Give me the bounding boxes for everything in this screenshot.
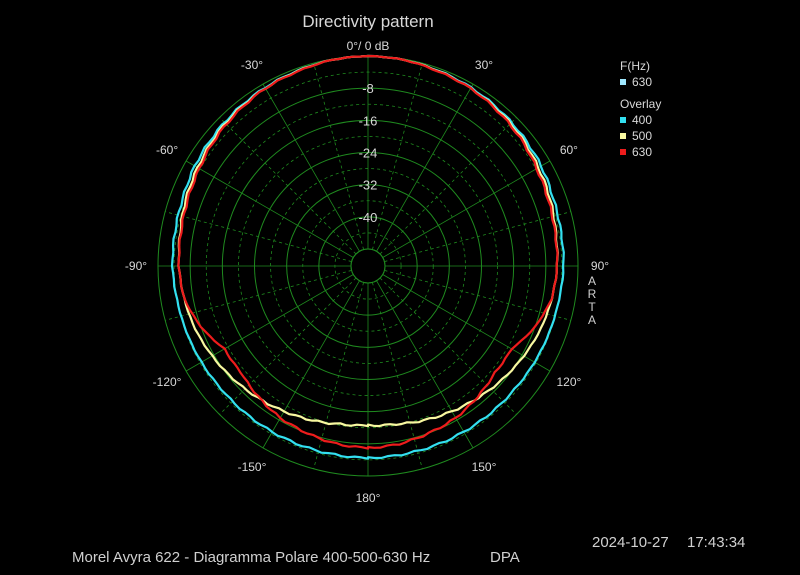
angle-label: 150° xyxy=(472,460,497,474)
grid-spoke xyxy=(372,63,423,250)
grid-spoke xyxy=(382,160,551,258)
grid-spoke xyxy=(313,63,364,250)
radial-tick-label: -32 xyxy=(359,178,378,193)
footer-time: 17:43:34 xyxy=(687,534,746,551)
radial-tick-label: -24 xyxy=(359,146,378,161)
grid-spoke xyxy=(379,277,517,415)
legend-overlay-label-500: 500 xyxy=(632,129,653,143)
radial-tick-label: -16 xyxy=(359,113,378,128)
legend-overlay-item-500: 500 xyxy=(620,128,661,144)
radial-tick-label: -8 xyxy=(362,81,374,96)
chart-title: Directivity pattern xyxy=(302,12,434,31)
grid-spoke xyxy=(384,211,571,262)
legend-overlay-label-630: 630 xyxy=(632,145,653,159)
footer-date: 2024-10-27 xyxy=(592,534,669,551)
angle-label: -120° xyxy=(153,375,182,389)
angle-label: -60° xyxy=(156,143,178,157)
angle-label: 180° xyxy=(356,491,381,505)
legend-overlay-label-400: 400 xyxy=(632,113,653,127)
legend-swatch-500 xyxy=(620,133,626,139)
angle-label: 30° xyxy=(475,58,493,72)
grid-spoke xyxy=(165,211,352,262)
series-curve-630 xyxy=(177,54,559,450)
grid-spoke xyxy=(262,280,360,449)
legend-swatch-400 xyxy=(620,117,626,123)
grid-spoke xyxy=(185,160,354,258)
grid-spoke xyxy=(262,83,360,252)
legend-freq-entry: 630 xyxy=(620,74,652,90)
arta-letter: A xyxy=(587,313,596,327)
angle-label: -90° xyxy=(125,259,147,273)
grid-spoke xyxy=(376,83,474,252)
radial-tick-label: -40 xyxy=(359,210,378,225)
legend-overlay-item-630: 630 xyxy=(620,144,661,160)
legend-overlay-header: Overlay xyxy=(620,97,662,111)
arta-letter: A xyxy=(587,274,596,288)
footer-description: Morel Avyra 622 - Diagramma Polare 400-5… xyxy=(72,549,431,566)
angle-label: 120° xyxy=(557,375,582,389)
grid-spoke xyxy=(219,277,357,415)
angle-label: -30° xyxy=(241,58,263,72)
arta-letter: T xyxy=(588,300,596,314)
grid-ring-inner xyxy=(350,248,386,284)
grid-spoke xyxy=(379,117,517,255)
grid-spoke xyxy=(372,282,423,469)
arta-letter: R xyxy=(587,287,597,301)
legend-freq-header: F(Hz) xyxy=(620,59,650,73)
angle-label: -150° xyxy=(238,460,267,474)
legend-swatch-630-overlay xyxy=(620,149,626,155)
grid-spoke xyxy=(185,274,354,372)
grid-spoke xyxy=(219,117,357,255)
legend-swatch-630 xyxy=(620,79,626,85)
grid-spoke xyxy=(384,270,571,321)
radial-unit-label: 0°/ 0 dB xyxy=(347,39,390,53)
grid-spoke xyxy=(313,282,364,469)
legend-overlay: Overlay 400 500 630 xyxy=(620,96,661,160)
legend-overlay-item-400: 400 xyxy=(620,112,661,128)
legend-freq-value: 630 xyxy=(632,75,653,89)
grid-spoke xyxy=(165,270,352,321)
angle-label: 90° xyxy=(591,259,609,273)
footer-mode: DPA xyxy=(490,549,520,566)
grid-spoke xyxy=(382,274,551,372)
angle-label: 60° xyxy=(560,143,578,157)
grid-spoke xyxy=(376,280,474,449)
legend-frequency: F(Hz) 630 xyxy=(620,58,652,90)
